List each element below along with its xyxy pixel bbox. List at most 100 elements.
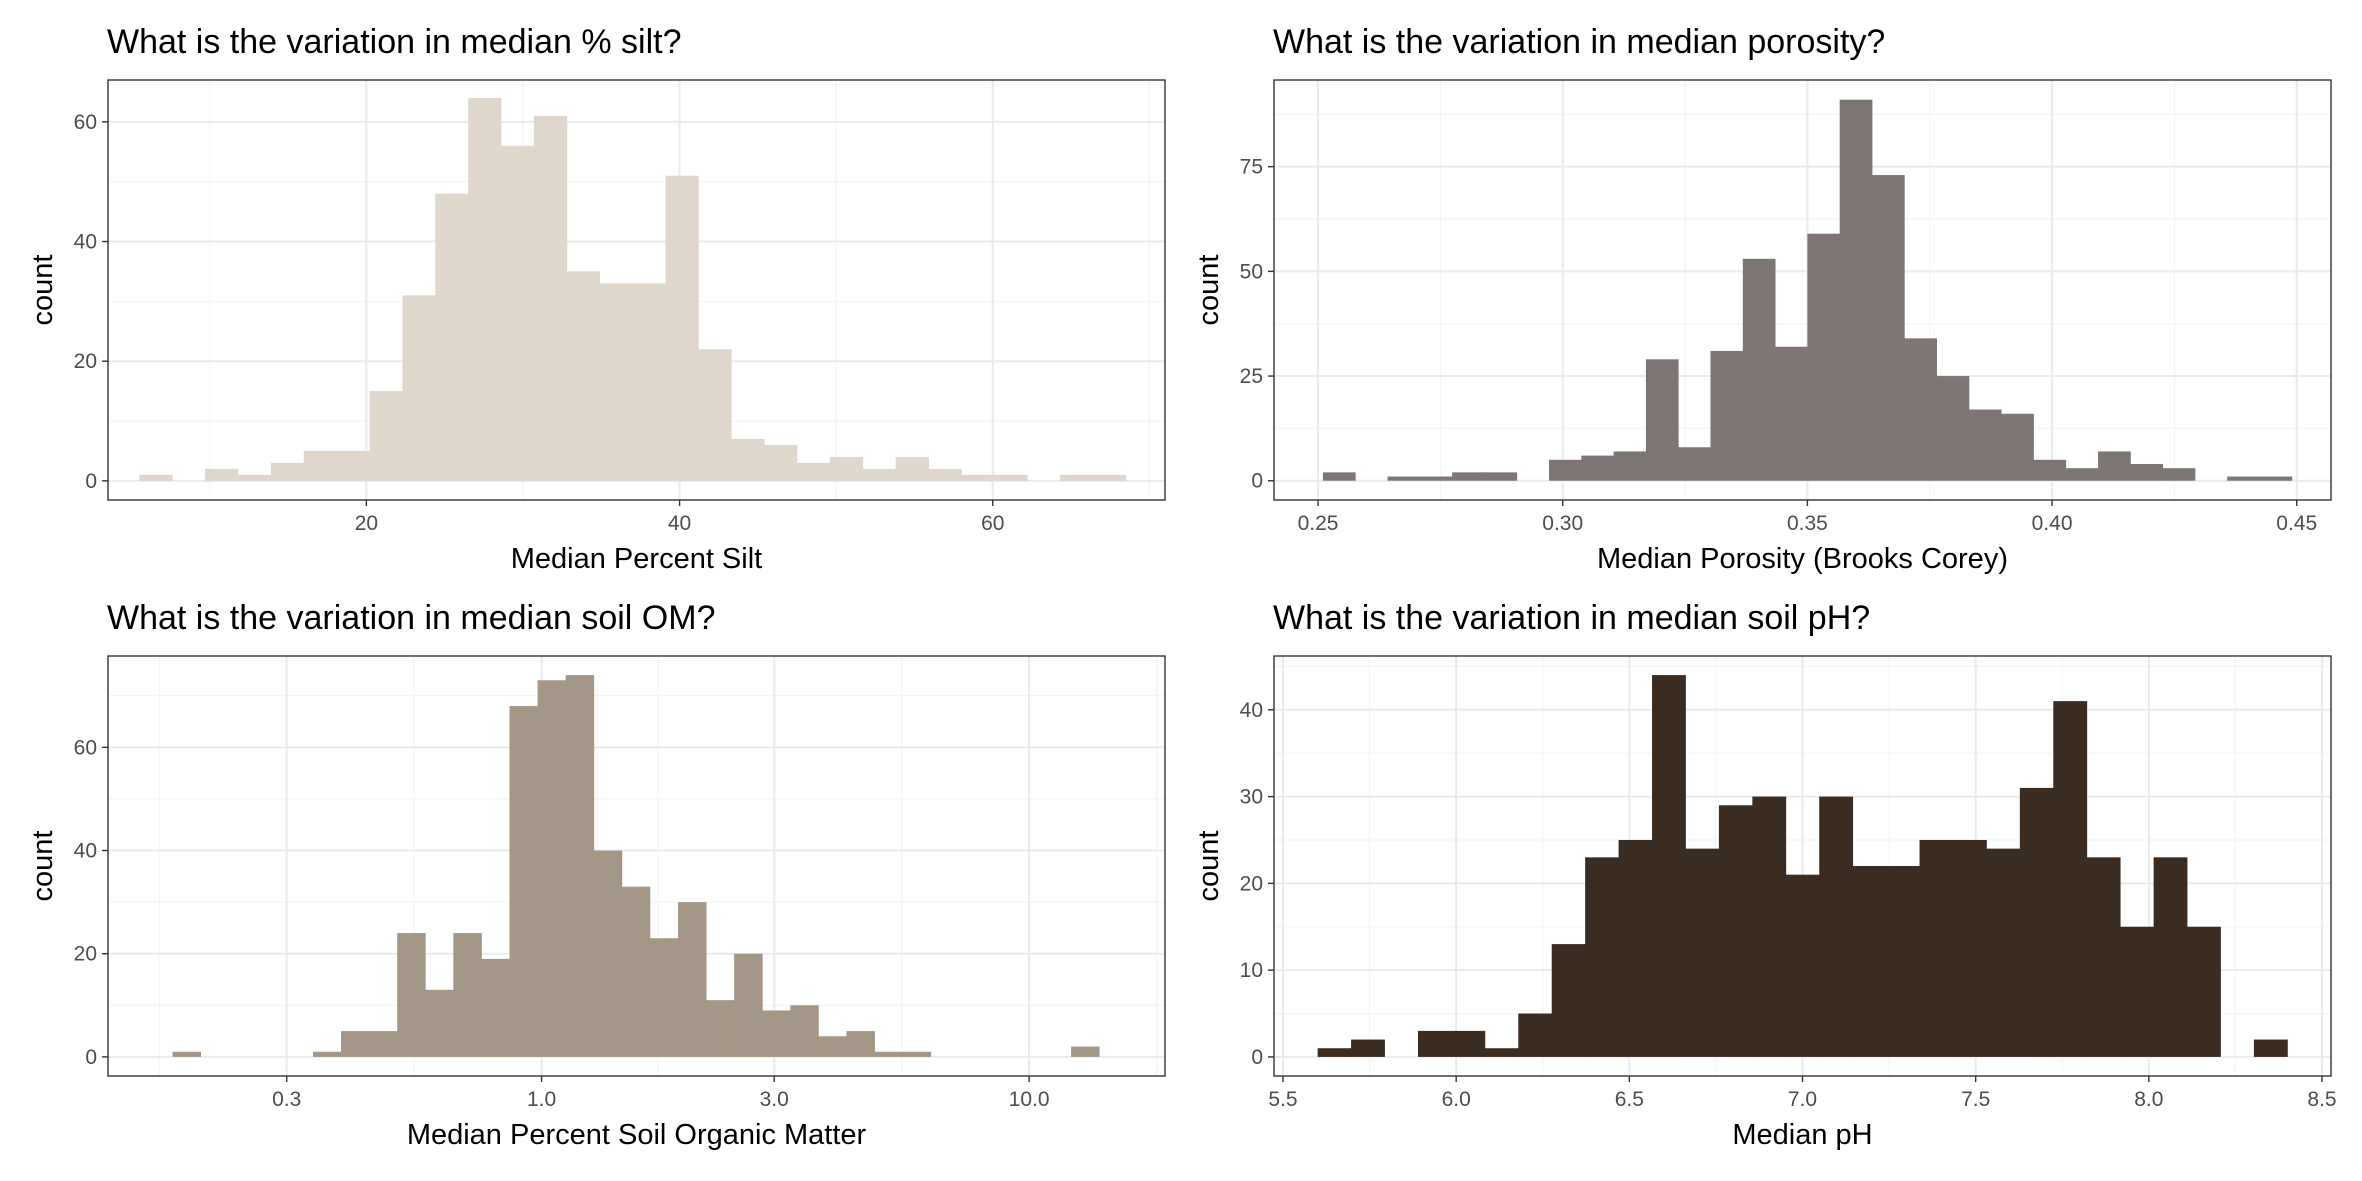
histogram-bar bbox=[425, 989, 454, 1057]
histogram-bar bbox=[565, 675, 595, 1057]
histogram-bar bbox=[1839, 99, 1873, 481]
histogram-bar bbox=[593, 850, 623, 1057]
histogram-bar bbox=[537, 680, 567, 1057]
x-axis-label-silt: Median Percent Silt bbox=[511, 543, 762, 575]
panel-title-silt: What is the variation in median % silt? bbox=[107, 23, 681, 61]
y-tick-label: 75 bbox=[1240, 156, 1263, 179]
x-tick-label: 5.5 bbox=[1268, 1088, 1297, 1111]
panel-silt-border bbox=[107, 79, 1166, 501]
x-tick-label: 0.25 bbox=[1298, 512, 1339, 535]
histogram-bar bbox=[2019, 787, 2054, 1057]
histogram-bar bbox=[734, 953, 763, 1057]
panel-porosity: What is the variation in median porosity… bbox=[1193, 23, 2332, 575]
histogram-bar bbox=[1718, 805, 1753, 1057]
histogram-bar bbox=[369, 1031, 398, 1057]
panel-om-bars bbox=[172, 675, 1100, 1057]
histogram-bar bbox=[1451, 1030, 1486, 1057]
histogram-bar bbox=[369, 391, 403, 481]
histogram-bar bbox=[2098, 451, 2131, 481]
panel-porosity-bars bbox=[1322, 99, 2293, 481]
x-tick-label: 60 bbox=[981, 512, 1004, 535]
histogram-bar bbox=[2187, 926, 2221, 1057]
histogram-bar bbox=[1613, 451, 1647, 481]
histogram-bar bbox=[1919, 839, 1954, 1057]
y-tick-label: 0 bbox=[1251, 470, 1263, 493]
histogram-bar bbox=[1968, 409, 2002, 481]
histogram-bar bbox=[566, 271, 601, 481]
histogram-bar bbox=[632, 283, 666, 481]
histogram-bar bbox=[1871, 175, 1905, 481]
y-tick-label: 60 bbox=[74, 111, 97, 134]
panel-ph-bars bbox=[1317, 675, 2288, 1057]
histogram-bar bbox=[336, 450, 370, 481]
histogram-bar bbox=[1904, 338, 1937, 481]
histogram-bar bbox=[139, 474, 173, 481]
histogram-bar bbox=[1775, 346, 1808, 481]
histogram-bar bbox=[902, 1051, 932, 1057]
histogram-bar bbox=[1710, 350, 1744, 481]
histogram-bar bbox=[501, 145, 535, 481]
histogram-bar bbox=[1785, 874, 1820, 1057]
x-tick-label: 6.5 bbox=[1615, 1088, 1644, 1111]
histogram-bar bbox=[1549, 459, 1582, 481]
panel-porosity-border bbox=[1273, 79, 2332, 501]
histogram-bar bbox=[533, 115, 568, 481]
y-tick-label: 10 bbox=[1240, 959, 1263, 982]
histogram-bar bbox=[731, 438, 765, 481]
x-tick-label: 6.0 bbox=[1442, 1088, 1471, 1111]
panel-silt-ticks: 20 40 60 0 20 40 60 bbox=[74, 111, 1005, 535]
histogram-bar bbox=[1952, 839, 1987, 1057]
y-tick-label: 20 bbox=[74, 943, 97, 966]
x-tick-label: 0.45 bbox=[2276, 512, 2317, 535]
histogram-bar bbox=[2120, 926, 2155, 1057]
histogram-bar bbox=[1387, 476, 1421, 481]
histogram-bar bbox=[764, 444, 798, 481]
panel-porosity-ticks: 0.25 0.30 0.35 0.40 0.45 0 25 50 75 bbox=[1240, 156, 2318, 535]
histogram-bar bbox=[1351, 1039, 1385, 1057]
histogram-bar bbox=[1317, 1048, 1352, 1057]
histogram-bar bbox=[2253, 1039, 2288, 1057]
y-tick-label: 40 bbox=[74, 840, 97, 863]
histogram-bar bbox=[665, 175, 699, 481]
histogram-bar bbox=[2130, 463, 2164, 481]
histogram-bar bbox=[2033, 459, 2067, 481]
histogram-bar bbox=[205, 468, 239, 481]
histogram-bar bbox=[621, 886, 651, 1057]
histogram-bar bbox=[790, 1005, 819, 1057]
panel-title-om: What is the variation in median soil OM? bbox=[107, 599, 715, 637]
histogram-bar bbox=[1886, 866, 1920, 1057]
histogram-bar bbox=[2086, 857, 2121, 1057]
histogram-bar bbox=[797, 462, 831, 481]
histogram-bar bbox=[2259, 476, 2293, 481]
histogram-bar bbox=[1819, 796, 1854, 1057]
histogram-bar bbox=[435, 193, 469, 481]
histogram-bar bbox=[706, 1000, 735, 1057]
y-tick-label: 30 bbox=[1240, 786, 1263, 809]
x-tick-label: 7.0 bbox=[1788, 1088, 1817, 1111]
y-axis-label-porosity: count bbox=[1193, 255, 1225, 326]
histogram-bar bbox=[1417, 1030, 1452, 1057]
histogram-bar bbox=[677, 902, 707, 1057]
histogram-bar bbox=[1551, 944, 1586, 1057]
histogram-bar bbox=[1071, 1046, 1100, 1057]
histogram-bar bbox=[397, 933, 426, 1057]
histogram-bar bbox=[402, 295, 436, 481]
panel-ph: What is the variation in median soil pH?… bbox=[1193, 599, 2337, 1151]
histogram-bar bbox=[2001, 413, 2034, 481]
x-tick-label: 20 bbox=[355, 512, 378, 535]
histogram-bar bbox=[1645, 359, 1679, 481]
y-tick-label: 60 bbox=[74, 736, 97, 759]
histogram-bar bbox=[1092, 474, 1127, 481]
x-tick-label: 0.35 bbox=[1787, 512, 1828, 535]
histogram-bar bbox=[1742, 258, 1776, 481]
histogram-bar bbox=[2227, 476, 2260, 481]
x-tick-label: 7.5 bbox=[1961, 1088, 1990, 1111]
histogram-bar bbox=[341, 1031, 370, 1057]
histogram-bar bbox=[2162, 468, 2196, 481]
panel-silt-bars bbox=[139, 97, 1127, 481]
histogram-bar bbox=[698, 349, 732, 481]
y-tick-label: 0 bbox=[85, 470, 97, 493]
histogram-bar bbox=[1419, 476, 1453, 481]
histogram-bar bbox=[1852, 866, 1887, 1057]
y-tick-label: 25 bbox=[1240, 365, 1263, 388]
